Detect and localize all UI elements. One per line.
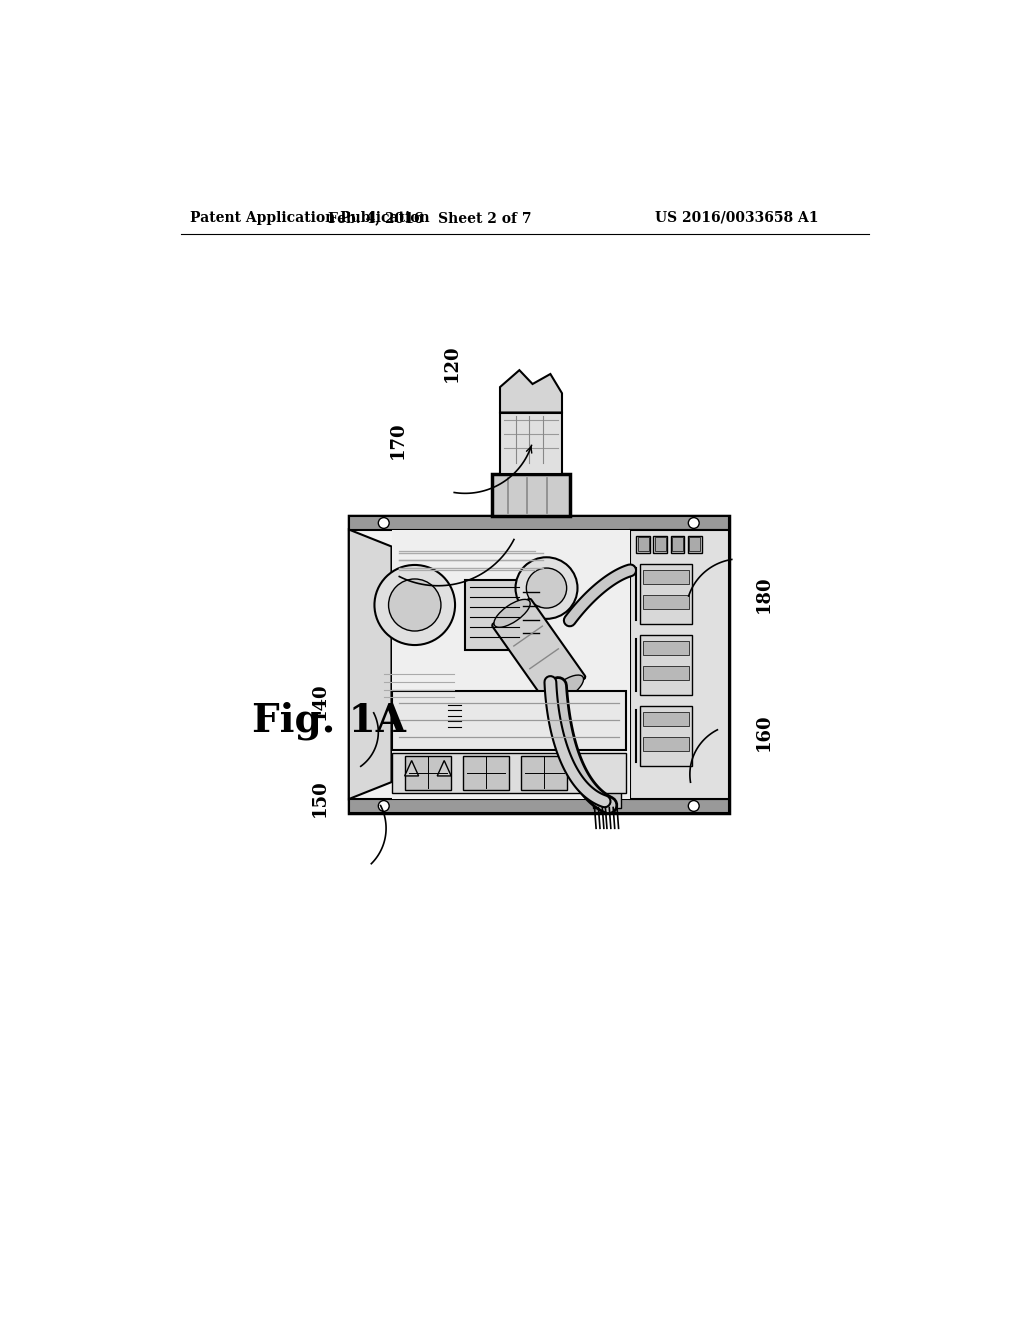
Bar [593, 785, 621, 808]
Bar [500, 412, 562, 474]
Bar [391, 692, 627, 750]
Bar [640, 706, 692, 766]
Bar [349, 516, 729, 529]
Bar [638, 537, 649, 552]
Bar [391, 733, 421, 746]
Circle shape [688, 517, 699, 528]
Bar [687, 536, 701, 553]
Bar [463, 756, 509, 789]
Circle shape [388, 579, 441, 631]
Text: 160: 160 [755, 714, 772, 751]
Circle shape [515, 557, 578, 619]
Bar [689, 537, 700, 552]
Bar [521, 756, 567, 789]
Text: US 2016/0033658 A1: US 2016/0033658 A1 [655, 211, 818, 224]
Polygon shape [500, 370, 562, 412]
Circle shape [688, 800, 699, 812]
Text: 170: 170 [389, 421, 407, 459]
Text: 120: 120 [443, 345, 461, 381]
Bar [391, 752, 627, 793]
Bar [391, 529, 630, 799]
Bar [640, 635, 692, 696]
Text: 140: 140 [311, 682, 329, 721]
Text: Feb. 4, 2016   Sheet 2 of 7: Feb. 4, 2016 Sheet 2 of 7 [329, 211, 532, 224]
Bar [493, 474, 569, 516]
Circle shape [378, 517, 389, 528]
Bar [643, 595, 689, 609]
Bar [630, 529, 729, 799]
Bar [643, 642, 689, 655]
Bar [349, 516, 729, 813]
Polygon shape [404, 760, 419, 776]
FancyBboxPatch shape [493, 599, 586, 704]
Bar [643, 665, 689, 680]
Circle shape [375, 565, 455, 645]
Ellipse shape [547, 675, 584, 704]
Circle shape [378, 800, 389, 812]
Bar [640, 564, 692, 624]
Bar [671, 536, 684, 553]
Bar [636, 536, 650, 553]
Bar [653, 536, 668, 553]
Bar [426, 701, 449, 737]
Text: Fig. 1A: Fig. 1A [252, 701, 406, 739]
Bar [672, 537, 683, 552]
Ellipse shape [494, 599, 530, 627]
Bar [643, 711, 689, 726]
Bar [643, 570, 689, 585]
Circle shape [526, 568, 566, 609]
Polygon shape [437, 760, 452, 776]
Text: 180: 180 [755, 576, 772, 612]
Bar [391, 705, 423, 726]
Bar [349, 799, 729, 813]
Bar [643, 737, 689, 751]
Bar [655, 537, 666, 552]
Text: 150: 150 [311, 779, 329, 817]
Polygon shape [349, 529, 391, 799]
Bar [465, 581, 523, 649]
Bar [404, 756, 452, 789]
Text: Patent Application Publication: Patent Application Publication [190, 211, 430, 224]
